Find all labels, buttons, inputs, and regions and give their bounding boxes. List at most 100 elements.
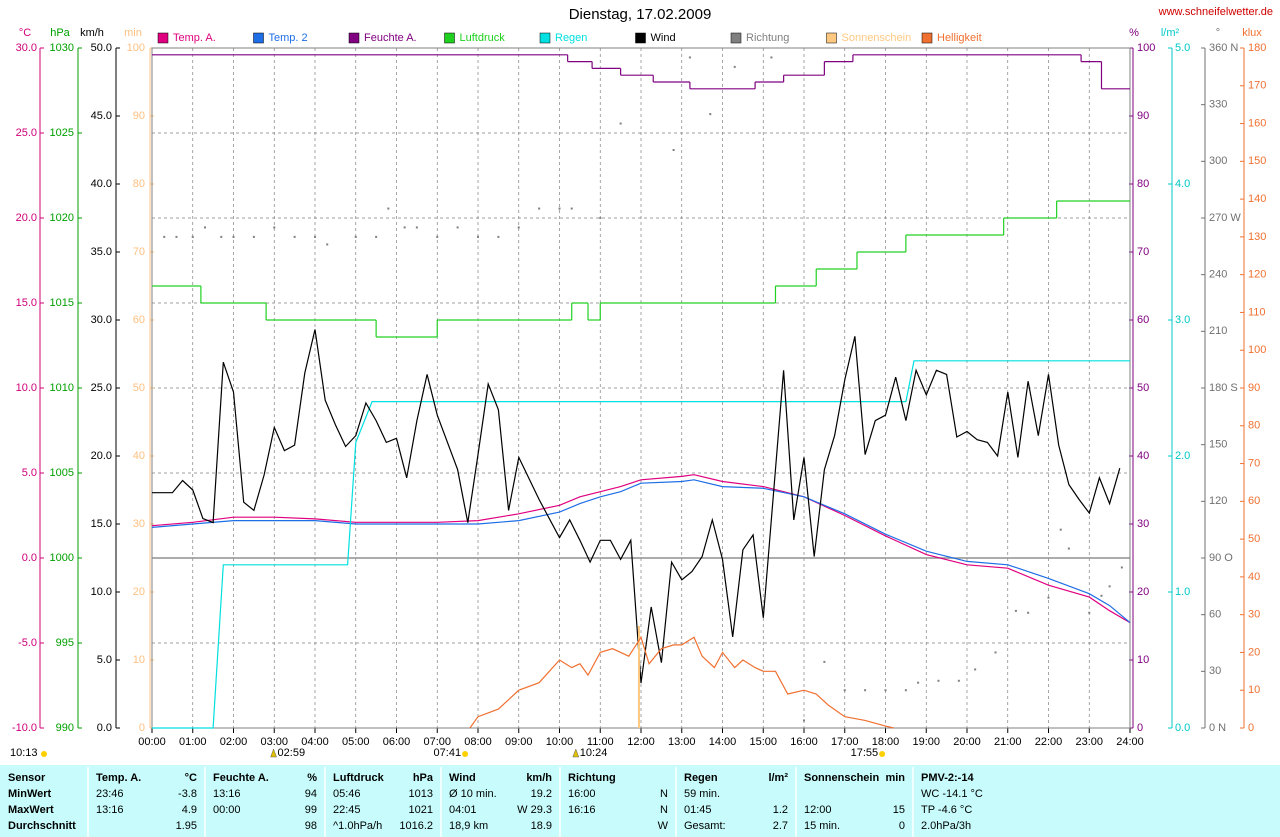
bar [637,626,640,728]
y-tick-label: 80 [1248,420,1260,432]
y-tick-label: 150 [1209,439,1227,451]
y-tick-label: 1025 [50,127,74,139]
x-tick-label: 11:00 [587,736,614,748]
y-tick-label: 1005 [50,467,74,479]
dot [203,226,206,229]
x-tick-label: 23:00 [1075,736,1103,748]
table-cell: Regen [684,772,718,784]
y-tick-label: 1030 [50,42,74,54]
x-tick-label: 10:00 [546,736,574,748]
y-tick-label: 15.0 [91,518,112,530]
axis-unit: l/m² [1161,27,1180,39]
table-cell: 94 [305,788,317,800]
x-tick-label: 16:00 [790,736,818,748]
y-tick-label: 0 [139,722,145,734]
x-tick-label: 04:00 [301,736,329,748]
dot [917,681,920,684]
y-tick-label: 1010 [50,382,74,394]
dot [957,679,960,682]
y-tick-label: 80 [133,178,145,190]
y-tick-label: 1015 [50,297,74,309]
series-line [151,479,1131,624]
y-tick-label: 50 [133,382,145,394]
dot [273,226,276,229]
dot [163,235,166,238]
legend-swatch [730,32,742,44]
y-tick-label: 140 [1248,193,1266,205]
dot [843,689,846,692]
dot [1120,566,1123,569]
x-tick-label: 07:00 [423,736,451,748]
table-cell: 2.7 [773,820,788,832]
dot [619,122,622,125]
axis-unit: klux [1242,27,1262,39]
y-tick-label: 30 [1248,609,1260,621]
y-tick-label: 50.0 [91,42,112,54]
dot [864,689,867,692]
dot [354,235,357,238]
y-tick-label: 990 [56,722,74,734]
dot [558,207,561,210]
y-tick-label: 995 [56,637,74,649]
y-tick-label: 20.0 [91,450,112,462]
y-tick-label: 300 [1209,155,1227,167]
dot [497,235,500,238]
x-tick-label: 01:00 [179,736,207,748]
dot [803,719,805,722]
legend-swatch [444,32,455,44]
legend-label: Sonnenschein [842,32,912,44]
legend-swatch [635,32,646,44]
table-cell: 16:16 [568,804,596,816]
table-cell: 15 [893,804,905,816]
y-tick-label: 120 [1209,495,1227,507]
legend-label: Feuchte A. [364,32,417,44]
table-cell: WC -14.1 °C [921,788,983,800]
y-tick-label: 10 [1248,684,1260,696]
x-tick-label: 15:00 [749,736,777,748]
table-cell: min [885,772,905,784]
table-cell: 19.2 [531,788,552,800]
table-cell: 2.0hPa/3h [921,820,971,832]
y-tick-label: 30 [1209,665,1221,677]
y-tick-label: 0 [1248,722,1254,734]
x-tick-label: 18:00 [872,736,900,748]
y-tick-label: 20 [1248,646,1260,658]
y-tick-label: 330 [1209,99,1227,111]
annotation-label: 17:55 [851,747,879,759]
y-tick-label: 50 [1248,533,1260,545]
legend-label: Temp. A. [173,32,216,44]
annotation-label: 07:41 [434,747,462,759]
table-cell: 1016.2 [399,820,433,832]
table-cell: 0 [899,820,905,832]
dot [326,243,329,246]
y-tick-label: 0.0 [97,722,112,734]
legend-label: Richtung [746,32,789,44]
y-tick-label: 30.0 [16,42,37,54]
y-tick-label: 60 [1137,314,1149,326]
dot [375,235,378,238]
table-cell: km/h [526,772,552,784]
x-tick-label: 14:00 [709,736,737,748]
y-tick-label: 45.0 [91,110,112,122]
dot [1100,594,1103,597]
dot [415,226,418,229]
legend-label: Regen [555,32,587,44]
y-tick-label: 1000 [50,552,74,564]
table-cell: Luftdruck [333,772,385,784]
x-tick-label: 17:00 [831,736,859,748]
y-tick-label: 25.0 [16,127,37,139]
y-tick-label: 0 [1137,722,1143,734]
legend-swatch [348,32,360,44]
y-tick-label: 180 [1248,42,1266,54]
y-tick-label: 2.0 [1175,450,1190,462]
y-tick-label: 10.0 [91,586,112,598]
table-cell: W [658,820,669,832]
series-line [469,635,894,729]
y-tick-label: 0.0 [22,552,37,564]
y-tick-label: 35.0 [91,246,112,258]
y-tick-label: 240 [1209,269,1227,281]
axis-unit: min [124,27,142,39]
table-cell: Richtung [568,772,616,784]
dot [387,207,390,210]
